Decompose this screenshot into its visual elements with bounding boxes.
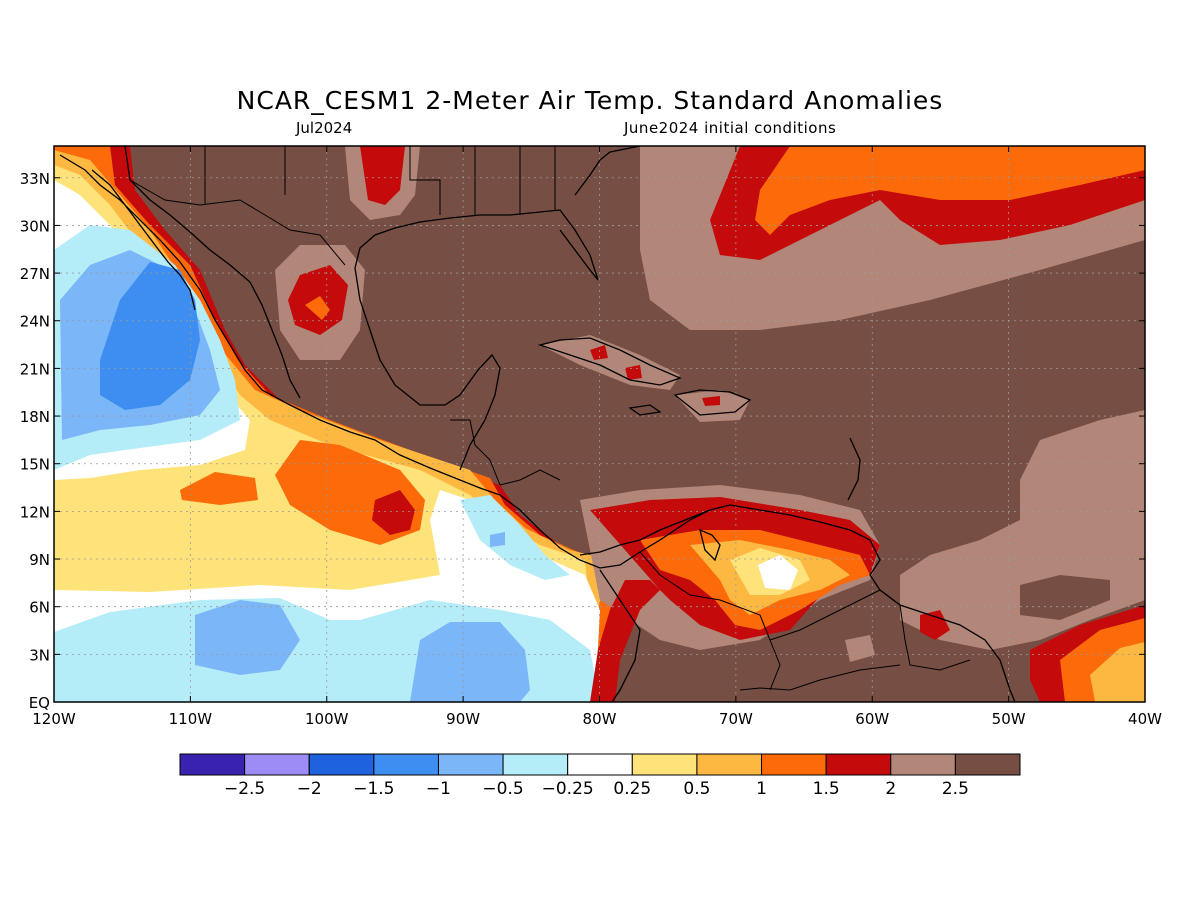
colorbar-label: −2 [297,779,322,799]
lat-tick-label: 33N [20,170,50,188]
lon-tick-label: 60W [855,710,889,728]
caribbean-near-zero [758,555,798,590]
mexico-orange-pocket [305,296,330,320]
colorbar-swatch [761,753,827,776]
country-borders [129,146,971,691]
lat-tick-label: 12N [20,503,50,521]
initial-conditions: June2024 initial conditions [624,119,837,137]
lon-tick-label: 120W [32,710,76,728]
atlantic-east-brown-dark [1020,575,1110,620]
lat-tick-label: 27N [20,265,50,283]
lat-tick-label: 9N [29,551,50,569]
atlantic-equatorial-yellow [1090,642,1145,702]
colorbar-label: 1.5 [813,779,840,799]
colorbar-label: 0.5 [683,779,710,799]
colorbar-label: 2.5 [942,779,969,799]
colorbar-swatch [373,753,439,776]
lat-tick-label: 6N [29,599,50,617]
lat-tick-label: 21N [20,360,50,378]
pacific-warm-spot [180,440,425,545]
colorbar-label: −1 [426,779,451,799]
forecast-month: Jul2024 [296,119,353,137]
colorbar-swatch [567,753,633,776]
colorbar-label: −1.5 [353,779,394,799]
antilles-brown [540,335,750,422]
pacific-cold-strong [100,262,200,410]
lon-tick-label: 80W [583,710,617,728]
colorbar-label: 2 [885,779,896,799]
pacific-near-zero [54,180,600,702]
colorbar-swatch [437,753,504,776]
colorbar: −2.5 −2 −1.5 −1 −0.5 −0.25 0.25 0.5 1 1.5 2 2.5 [179,753,1021,799]
lon-tick-label: 40W [1128,710,1162,728]
map-title: NCAR_CESM1 2-Meter Air Temp. Standard An… [236,86,944,115]
lat-tick-label: 30N [20,217,50,235]
colorbar-label: 1 [756,779,767,799]
brazil-spot [845,635,875,662]
colorbar-swatch [954,753,1021,776]
lat-tick-label: 3N [29,646,50,664]
colorbar-swatch [502,753,569,776]
guyana-spot [920,610,950,640]
texas-red [360,146,405,205]
lon-tick-label: 50W [992,710,1026,728]
colorbar-swatch [244,753,310,776]
atlantic-north-orange [755,146,1145,235]
colorbar-swatch [179,753,246,776]
colorbar-label: −0.5 [482,779,523,799]
colorbar-swatch [890,753,956,776]
colorbar-swatch [631,753,698,776]
antilles-red [590,345,720,406]
lat-tick-label: 15N [20,456,50,474]
colorbar-swatch [825,753,892,776]
pacific-hot-spot [372,490,415,535]
colorbar-label: −0.25 [542,779,594,799]
gridlines [54,146,1145,702]
coastlines [59,146,1016,702]
lon-tick-label: 90W [446,710,480,728]
lon-tick-label: 100W [305,710,349,728]
colorbar-label: 0.25 [613,779,651,799]
colorbar-swatch [696,753,763,776]
colorbar-swatch [308,753,375,776]
colorbar-label: −2.5 [224,779,265,799]
lon-tick-label: 70W [719,710,753,728]
lat-tick-label: EQ [29,694,50,712]
lat-tick-label: 18N [20,408,50,426]
lat-tick-label: 24N [20,313,50,331]
lon-tick-label: 110W [169,710,213,728]
